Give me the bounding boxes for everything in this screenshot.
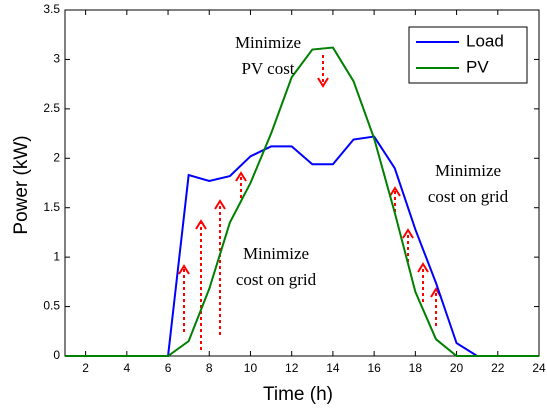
x-tick-label: 2 <box>82 361 89 375</box>
y-axis-label: Power (kW) <box>11 135 32 234</box>
annotation-arrows <box>178 55 442 350</box>
y-tick-label: 2.5 <box>43 101 60 115</box>
y-tick-label: 1.5 <box>43 200 60 214</box>
legend-label: Load <box>466 31 504 50</box>
annotation: cost on grid <box>236 270 317 289</box>
x-tick-label: 22 <box>491 361 505 375</box>
series-line <box>65 46 539 357</box>
arrow-head <box>402 228 414 239</box>
arrow-head <box>317 77 329 88</box>
arrow-head <box>214 199 226 210</box>
annotation: Minimize <box>243 244 309 263</box>
y-tick-label: 3 <box>53 52 60 66</box>
arrow-head <box>235 171 247 182</box>
arrow-head <box>417 262 429 273</box>
arrow-head <box>195 219 207 230</box>
x-tick-label: 14 <box>326 361 340 375</box>
annotation: PV cost <box>241 59 294 78</box>
y-tick-label: 0.5 <box>43 299 60 313</box>
annotation: Minimize <box>235 33 301 52</box>
x-tick-label: 4 <box>123 361 130 375</box>
x-tick-label: 6 <box>165 361 172 375</box>
arrow-head <box>178 264 190 275</box>
plot-area <box>64 9 540 357</box>
x-tick-label: 20 <box>450 361 464 375</box>
legend-label: PV <box>466 57 489 76</box>
x-tick-label: 16 <box>367 361 381 375</box>
x-tick-label: 8 <box>206 361 213 375</box>
x-tick-label: 12 <box>285 361 299 375</box>
x-tick-label: 24 <box>532 361 546 375</box>
x-tick-label: 10 <box>244 361 258 375</box>
annotation: cost on grid <box>428 187 509 206</box>
y-tick-label: 2 <box>53 150 60 164</box>
y-tick-label: 0 <box>53 348 60 362</box>
y-tick-label: 3.5 <box>43 2 60 16</box>
x-tick-label: 18 <box>409 361 423 375</box>
legend-box <box>408 26 528 84</box>
x-axis-label: Time (h) <box>263 384 333 405</box>
arrow-head <box>389 186 401 197</box>
annotation: Minimize <box>435 161 501 180</box>
y-tick-label: 1 <box>53 249 60 263</box>
